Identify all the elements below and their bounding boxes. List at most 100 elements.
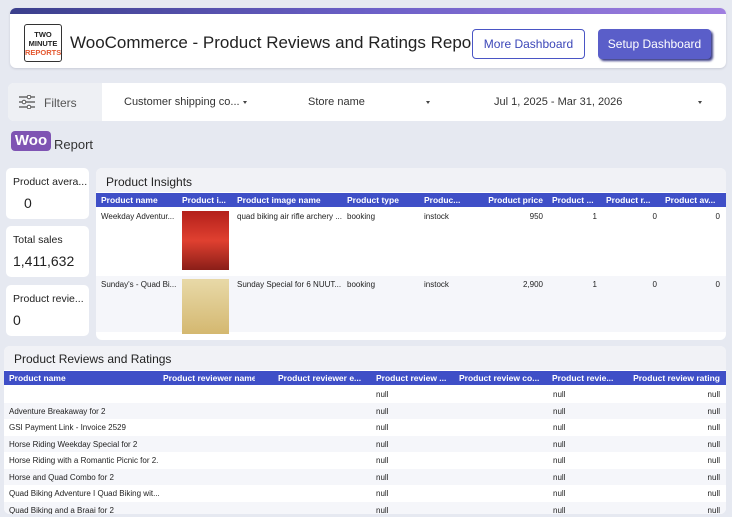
column-header[interactable]: Produc... <box>424 195 461 205</box>
table-cell: 950 <box>529 212 543 221</box>
table-row <box>4 435 726 452</box>
column-header[interactable]: Product name <box>101 195 158 205</box>
dropdown-arrow <box>698 101 702 104</box>
column-header[interactable]: Product name <box>9 373 66 383</box>
table-row <box>4 501 726 514</box>
table-cell: null <box>376 472 389 482</box>
table-cell: null <box>707 390 720 399</box>
column-header[interactable]: Product r... <box>606 195 651 205</box>
table-cell: null <box>553 489 566 498</box>
filter-bar <box>8 83 726 121</box>
scorecard-label: Product avera... <box>13 176 88 188</box>
table-cell: null <box>376 423 389 432</box>
panel-title: Product Reviews and Ratings <box>14 352 172 366</box>
table-cell: null <box>707 456 720 465</box>
table-cell: null <box>707 489 720 498</box>
table-cell: null <box>376 456 389 465</box>
table-cell: null <box>707 439 720 449</box>
filter-dropdown[interactable]: Jul 1, 2025 - Mar 31, 2026 <box>494 96 623 108</box>
table-row <box>4 452 726 469</box>
scorecard: Product revie... 0 <box>6 285 89 336</box>
column-header[interactable]: Product ... <box>552 195 594 205</box>
panel-title: Product Insights <box>106 175 193 189</box>
report-title: WooCommerce - Product Reviews and Rating… <box>70 33 482 52</box>
table-cell: null <box>553 423 566 432</box>
panel-title-bar <box>96 168 726 192</box>
column-header[interactable]: Product av... <box>665 195 716 205</box>
table-cell: Horse Riding Weekday Special for 2 <box>9 439 138 449</box>
product-image <box>182 211 229 270</box>
table-cell: null <box>553 439 566 449</box>
column-header[interactable]: Product type <box>347 195 399 205</box>
column-header[interactable]: Product reviewer name <box>163 373 255 383</box>
scorecard-value: 0 <box>24 195 32 211</box>
table-cell: null <box>553 472 566 482</box>
column-header[interactable]: Product i... <box>182 195 226 205</box>
table-cell: null <box>707 472 720 482</box>
panel-title-bar <box>4 346 726 370</box>
table-row <box>4 419 726 436</box>
table-cell: null <box>376 439 389 449</box>
accent-bar <box>10 8 726 14</box>
filter-dropdown[interactable]: Customer shipping co... <box>124 96 240 108</box>
reviews-panel: Product Reviews and Ratings Product name P… <box>4 346 726 514</box>
product-insights-panel: Product Insights Product name Product i...… <box>96 168 726 340</box>
table-cell: null <box>376 505 389 515</box>
filters-toggle[interactable]: Filters <box>8 83 102 121</box>
table-cell: instock <box>424 280 449 289</box>
table-row <box>4 468 726 485</box>
logo-line: REPORTS <box>25 48 62 57</box>
table-cell: null <box>707 505 720 515</box>
table-cell: quad biking air rifle archery ... <box>237 212 342 221</box>
more-dashboard-button[interactable]: More Dashboard <box>472 29 585 59</box>
table-cell: null <box>376 406 389 416</box>
table-cell: 0 <box>715 280 720 289</box>
table-cell: Horse and Quad Combo for 2 <box>9 472 114 482</box>
column-header[interactable]: Product review rating <box>633 373 720 383</box>
product-image <box>182 279 229 334</box>
table-cell: null <box>707 406 720 416</box>
filter-dropdown[interactable]: Store name <box>308 96 365 108</box>
table-cell: Quad Biking Adventure I Quad Biking wit.… <box>9 489 159 498</box>
dropdown-arrow <box>426 101 430 104</box>
table-cell: null <box>707 423 720 432</box>
table-cell: null <box>553 406 566 416</box>
column-header[interactable]: Product revie... <box>552 373 614 383</box>
logo-line: TWO <box>34 30 52 39</box>
table-cell: null <box>553 456 566 465</box>
table-cell: 0 <box>652 212 657 221</box>
column-header[interactable]: Product price <box>488 195 543 205</box>
column-header[interactable]: Product image name <box>237 195 321 205</box>
column-header[interactable]: Product review co... <box>459 373 540 383</box>
table-cell: Sunday's - Quad Bi... <box>101 280 177 289</box>
table-cell: null <box>553 505 566 515</box>
scorecard-value: 1,411,632 <box>13 253 75 269</box>
filter-icon <box>19 95 35 109</box>
table-cell: 1 <box>592 280 597 289</box>
table-cell: booking <box>347 212 376 221</box>
table-cell: null <box>376 390 389 399</box>
column-header[interactable]: Product review ... <box>376 373 447 383</box>
table-cell: GSI Payment Link - Invoice 2529 <box>9 423 126 432</box>
logo-line: MINUTE <box>28 39 58 48</box>
table-header <box>96 193 726 207</box>
scorecard-label: Total sales <box>13 234 63 246</box>
table-cell: instock <box>424 212 449 221</box>
woo-badge: Woo <box>11 131 51 151</box>
table-cell: Adventure Breakaway for 2 <box>9 406 106 416</box>
brand-text: Report <box>54 137 94 152</box>
table-row <box>4 386 726 403</box>
table-cell: Weekday Adventur... <box>101 212 175 221</box>
table-cell: 0 <box>652 280 657 289</box>
table-row <box>4 485 726 502</box>
table-cell: Sunday Special for 6 NUUT... <box>237 280 342 289</box>
table-cell: booking <box>347 280 376 289</box>
logo-text: TWO MINUTE REPORTS <box>25 30 61 57</box>
table-cell: 0 <box>715 212 720 221</box>
logo: TWO MINUTE REPORTS <box>24 24 62 62</box>
scorecard-value: 0 <box>13 312 21 328</box>
setup-dashboard-button[interactable]: Setup Dashboard <box>598 29 711 59</box>
column-header[interactable]: Product reviewer e... <box>278 373 362 383</box>
scorecard: Total sales 1,411,632 <box>6 226 89 277</box>
